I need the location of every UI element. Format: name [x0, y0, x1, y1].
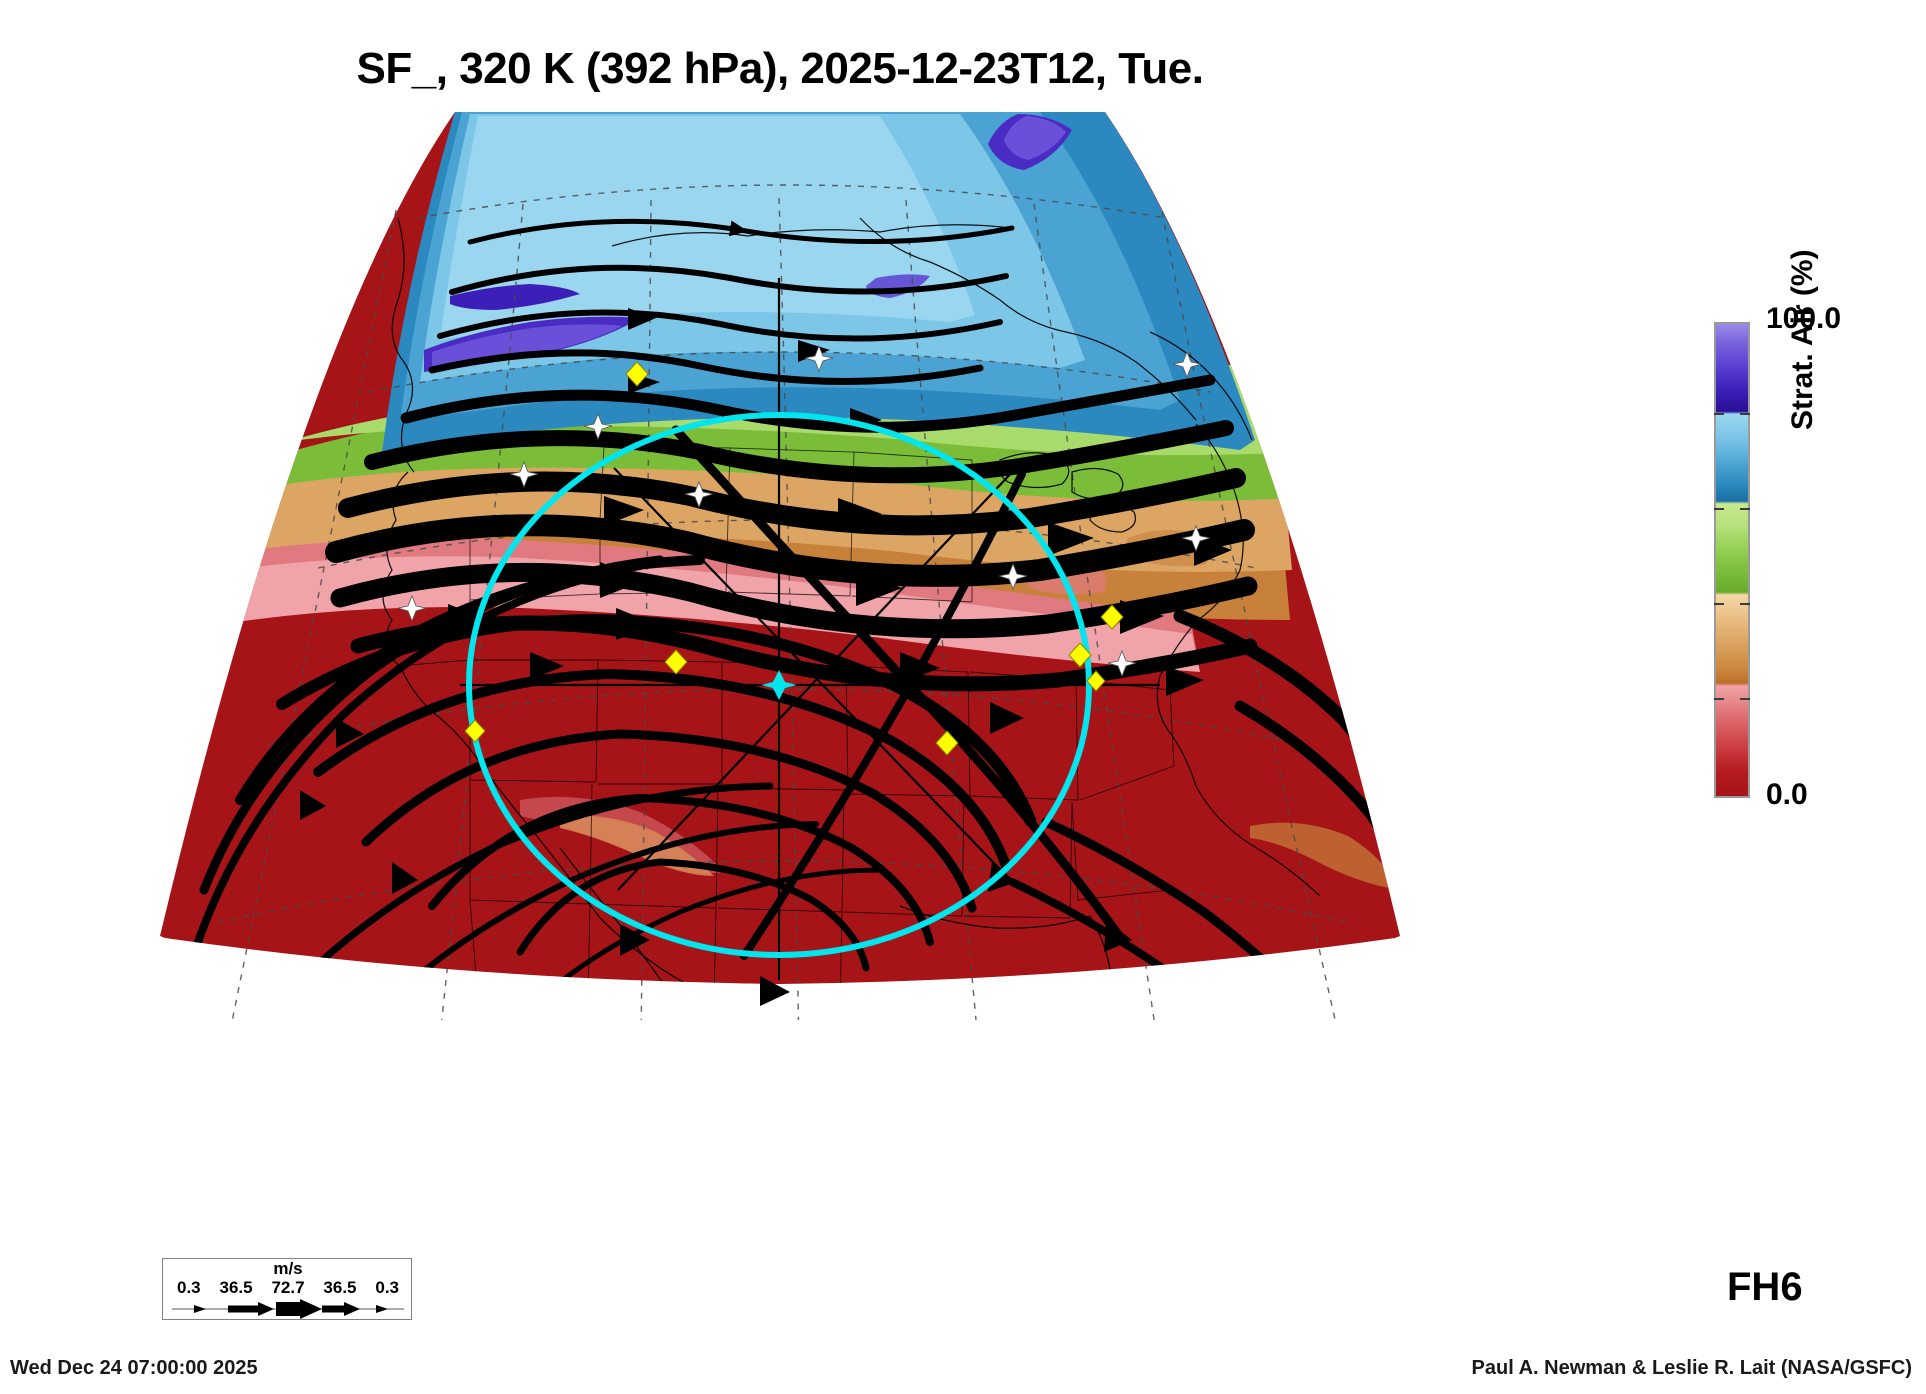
colorbar-min-label: 0.0 [1766, 778, 1808, 811]
colorbar: 100.0 0.0 Strat. Air (%) [1700, 249, 1926, 820]
colorbar-tick [1714, 508, 1724, 510]
wind-legend-value: 36.5 [219, 1278, 253, 1297]
streamline-arrowheads [300, 308, 1232, 1006]
footer-credit: Paul A. Newman & Leslie R. Lait (NASA/GS… [1471, 1357, 1912, 1379]
map-panel[interactable] [0, 100, 1560, 1020]
wind-legend-value: 0.3 [177, 1278, 201, 1297]
wind-legend-value: 0.3 [375, 1278, 399, 1297]
analysis-circle [466, 412, 1092, 958]
wind-legend-unit: m/s [273, 1259, 303, 1278]
page-title: SF_, 320 K (392 hPa), 2025-12-23T12, Tue… [356, 44, 1204, 93]
colorbar-tick [1740, 413, 1750, 415]
wind-legend-values: 0.3 36.5 72.7 36.5 0.3 [163, 1278, 413, 1298]
colorbar-tick [1740, 603, 1750, 605]
wind-speed-legend: m/s 0.3 36.5 72.7 36.5 0.3 [162, 1258, 412, 1320]
colorbar-tick [1740, 508, 1750, 510]
forecast-hour-label: FH6 [1727, 1265, 1803, 1309]
colorbar-tick [1714, 603, 1724, 605]
colorbar-tick [1740, 698, 1750, 700]
wind-legend-value: 72.7 [271, 1278, 305, 1297]
wind-legend-value: 36.5 [323, 1278, 357, 1297]
colorbar-tick [1714, 413, 1724, 415]
colorbar-tick [1714, 698, 1724, 700]
colorbar-max-label: 100.0 [1766, 302, 1842, 335]
map-svg[interactable] [0, 100, 1560, 1020]
colorbar-axis-label: Strat. Air (%) [1786, 249, 1819, 430]
footer-timestamp: Wed Dec 24 07:00:00 2025 [10, 1357, 258, 1379]
station-markers[interactable] [464, 361, 1124, 756]
wind-legend-arrow-scale [172, 1299, 404, 1319]
streamlines [182, 218, 1400, 984]
city-markers[interactable] [397, 344, 1211, 678]
center-star-marker[interactable] [761, 670, 797, 700]
colorbar-gradient [1714, 322, 1750, 798]
